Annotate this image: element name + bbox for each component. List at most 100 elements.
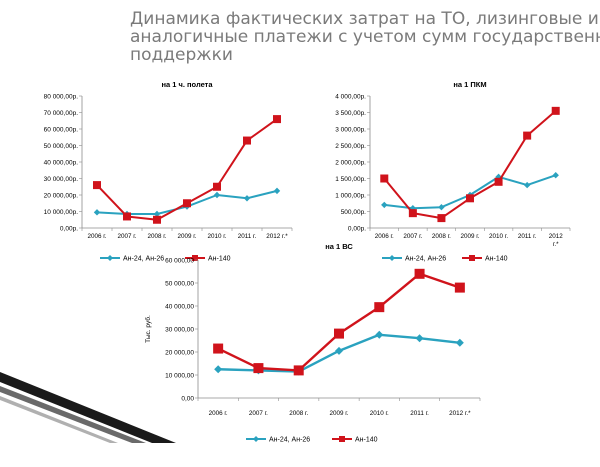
y-tick-label: 60 000,00р. xyxy=(44,126,79,133)
series-line-an140 xyxy=(217,272,461,372)
y-tick-label: 0,00р. xyxy=(348,225,366,232)
y-tick-label: 4 000,00р. xyxy=(335,93,366,100)
x-tick-label: 2012 г.* xyxy=(266,233,288,240)
corner-swoosh-decoration xyxy=(0,372,176,443)
x-tick-label: 2007 г. xyxy=(249,410,268,417)
y-tick-label: 60 000,00 xyxy=(165,257,194,264)
x-tick-label: 2007 г. xyxy=(403,233,422,240)
data-point-an24-an26 xyxy=(213,191,221,199)
data-point-an24-an26 xyxy=(273,187,281,195)
x-tick-label: 2008 г. xyxy=(432,233,451,240)
y-tick-label: 70 000,00р. xyxy=(44,110,79,117)
data-point-an24-an26 xyxy=(214,365,223,374)
y-tick-label: 3 500,00р. xyxy=(335,110,366,117)
data-point-an24-an26 xyxy=(523,181,531,189)
x-tick-label: 2008 г. xyxy=(147,233,166,240)
legend-label: Ан-140 xyxy=(355,437,378,444)
data-point-an140 xyxy=(293,365,304,376)
x-tick-label: 2010 г. xyxy=(207,233,226,240)
legend-label: Ан-24, Ан-26 xyxy=(269,437,310,444)
legend-label: Ан-24, Ан-26 xyxy=(123,256,164,263)
x-tick-label: 2011 г. xyxy=(410,410,429,417)
slide-title-line: аналогичные платежи с учетом сумм госуда… xyxy=(130,27,600,47)
chart-title: на 1 ч. полета xyxy=(161,80,213,89)
y-tick-label: 80 000,00р. xyxy=(44,93,79,100)
x-tick-label: 2008 г. xyxy=(289,410,308,417)
x-tick-label: 2006 г. xyxy=(375,233,394,240)
y-tick-label: 50 000,00р. xyxy=(44,143,79,150)
y-axis-label: Тыс. руб. xyxy=(144,315,152,343)
x-tick-label: 2007 г. xyxy=(117,233,136,240)
y-tick-label: 0,00р. xyxy=(60,225,78,232)
y-tick-label: 3 000,00р. xyxy=(335,126,366,133)
y-tick-label: 40 000,00р. xyxy=(44,159,79,166)
data-point-an140 xyxy=(253,363,264,374)
y-tick-label: 0,00 xyxy=(181,395,194,402)
chart-per-aircraft: на 1 ВС 0,00 10 000,00 20 000,00 30 000,00 40… xyxy=(128,240,500,444)
data-point-an140 xyxy=(466,194,474,203)
legend-label: Ан-140 xyxy=(208,256,231,263)
data-point-an140 xyxy=(374,302,385,313)
y-tick-label: 20 000,00р. xyxy=(44,192,79,199)
y-tick-label: 40 000,00 xyxy=(165,303,194,310)
x-tick-label: 2006 г. xyxy=(87,233,106,240)
data-point-an140 xyxy=(414,268,425,279)
y-tick-label: 1 500,00р. xyxy=(335,176,366,183)
x-tick-label: 2011 г. xyxy=(518,233,537,240)
chart-svg: на 1 ч. полета 0,00р. 10 000,00р. 20 000,00… xyxy=(44,80,293,263)
data-point-an24-an26 xyxy=(93,209,101,216)
x-tick-label: 2010 г. xyxy=(489,233,508,240)
legend-marker xyxy=(192,255,198,261)
legend-label: Ан-140 xyxy=(485,256,508,263)
chart-title: на 1 ВС xyxy=(325,242,353,251)
legend-marker xyxy=(107,255,113,261)
data-point-an140 xyxy=(273,115,281,124)
data-point-an140 xyxy=(551,106,560,115)
x-tick-label: 2009 г. xyxy=(329,410,348,417)
y-tick-label: 30 000,00 xyxy=(165,326,194,333)
y-tick-label: 2 000,00р. xyxy=(335,159,366,166)
x-tick-label: 2006 г. xyxy=(209,410,228,417)
data-point-an24-an26 xyxy=(243,195,251,202)
data-point-an140 xyxy=(454,282,465,293)
data-point-an24-an26 xyxy=(438,204,445,211)
x-tick-label: 2012 г.* xyxy=(549,233,564,248)
slide-title-line: Динамика фактических затрат на ТО, лизин… xyxy=(130,9,599,29)
data-point-an140 xyxy=(213,343,224,354)
data-point-an24-an26 xyxy=(153,210,161,218)
data-point-an140 xyxy=(408,209,417,218)
y-tick-label: 500,00р. xyxy=(341,209,366,216)
legend-marker xyxy=(253,436,259,442)
slide-title-line: поддержки xyxy=(130,45,233,65)
data-point-an140 xyxy=(437,214,446,223)
chart-per-flight-hour: на 1 ч. полета 0,00р. 10 000,00р. 20 000,00… xyxy=(20,78,300,263)
x-tick-label-part: г.* xyxy=(553,241,559,248)
data-point-an140 xyxy=(523,131,532,140)
chart-title: на 1 ПКМ xyxy=(453,80,486,89)
x-tick-label: 2009 г. xyxy=(460,233,479,240)
data-point-an24-an26 xyxy=(415,334,424,343)
legend-label: Ан-24, Ан-26 xyxy=(405,256,446,263)
data-point-an140 xyxy=(93,181,101,190)
x-tick-label: 2010 г. xyxy=(370,410,389,417)
data-point-an140 xyxy=(213,182,221,191)
y-tick-label: 1 000,00р. xyxy=(335,192,366,199)
series-line-an24-an26 xyxy=(384,174,557,210)
x-tick-label: 2009 г. xyxy=(177,233,196,240)
data-point-an24-an26 xyxy=(375,330,384,339)
legend-marker xyxy=(389,255,395,261)
legend-marker xyxy=(339,436,345,442)
y-tick-label: 50 000,00 xyxy=(165,280,194,287)
chart-svg: на 1 ПКМ 0,00р. 500,00р. 1 000,00р. 1 500,00… xyxy=(335,80,571,263)
data-point-an140 xyxy=(123,212,131,221)
chart-svg: на 1 ВС 0,00 10 000,00 20 000,00 30 000,00 40… xyxy=(144,242,481,444)
x-tick-label-part: 2012 xyxy=(549,233,564,240)
data-point-an140 xyxy=(380,174,389,183)
data-point-an140 xyxy=(183,199,191,208)
chart-per-passenger-km: на 1 ПКМ 0,00р. 500,00р. 1 000,00р. 1 500,00… xyxy=(318,78,580,263)
data-point-an140 xyxy=(243,136,251,145)
data-point-an140 xyxy=(153,215,161,224)
y-tick-label: 10 000,00 xyxy=(165,372,194,379)
data-point-an140 xyxy=(494,177,503,186)
slide-title: Динамика фактических затрат на ТО, лизин… xyxy=(130,9,600,65)
